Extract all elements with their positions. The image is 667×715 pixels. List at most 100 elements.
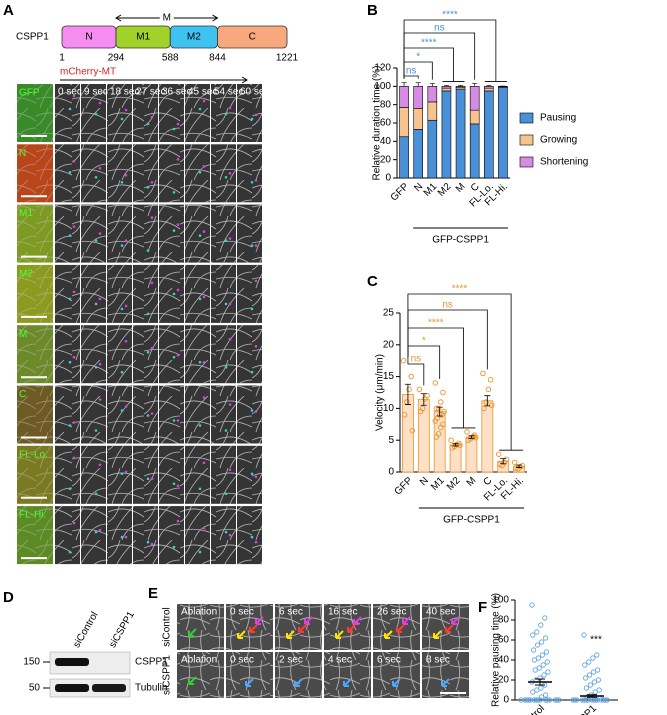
track-marker — [254, 279, 258, 283]
error-bar — [420, 393, 427, 406]
track-marker — [224, 239, 228, 242]
x-tick-label: siCSPP1 — [563, 703, 599, 715]
data-point — [416, 386, 423, 393]
track-marker — [202, 295, 206, 299]
bar-segment — [427, 119, 438, 179]
track-marker — [228, 337, 232, 341]
significance-label: ns — [442, 300, 453, 311]
bar-segment — [498, 86, 508, 179]
data-point — [440, 389, 446, 396]
bar-segment — [413, 108, 423, 130]
arrow — [304, 616, 313, 625]
bar-segment — [484, 86, 494, 89]
data-point — [400, 357, 407, 364]
error-bar — [587, 694, 597, 698]
data-point — [432, 380, 439, 386]
track-marker — [250, 535, 254, 539]
y-axis-label: Velocity (μm/min) — [375, 354, 386, 431]
time-label: 54 sec — [214, 87, 243, 98]
data-point — [432, 418, 439, 424]
track-marker — [124, 535, 128, 539]
track-marker — [198, 550, 202, 554]
track-marker — [176, 419, 180, 422]
track-marker — [72, 160, 76, 163]
data-point — [590, 655, 596, 661]
time-texture — [55, 325, 80, 384]
track-marker — [72, 421, 76, 424]
data-point — [538, 694, 545, 700]
track-marker — [150, 542, 154, 546]
track-marker — [198, 424, 202, 427]
composite-texture — [17, 506, 53, 565]
time-texture — [55, 84, 80, 142]
track-marker — [98, 297, 102, 301]
y-tick-label: 10 — [383, 403, 395, 414]
frame-label: 8 sec — [426, 655, 450, 666]
y-axis-label: Relative pausing time (%) — [491, 593, 502, 707]
track-marker — [250, 370, 254, 374]
track-marker — [98, 362, 102, 366]
arrow — [392, 678, 401, 687]
track-marker — [176, 353, 180, 357]
composite-texture — [17, 144, 53, 203]
domain — [217, 25, 288, 49]
track-marker — [120, 117, 124, 121]
arrow — [294, 678, 303, 687]
data-point — [598, 697, 605, 703]
track-marker — [94, 365, 98, 369]
group-label: GFP-CSPP1 — [443, 515, 500, 526]
data-point — [539, 652, 546, 658]
time-texture — [133, 84, 158, 142]
frame-label: 26 sec — [377, 607, 406, 618]
track-marker — [254, 344, 258, 348]
time-label: 18 sec — [110, 87, 139, 98]
track-marker — [146, 540, 150, 544]
track-marker — [202, 230, 206, 233]
time-texture — [81, 84, 106, 142]
error-bar — [535, 678, 545, 686]
y-tick-label: 40 — [380, 136, 392, 147]
track-marker — [228, 533, 232, 537]
band-label: CSPP1 — [135, 657, 168, 668]
track-marker — [150, 477, 154, 481]
panel-letter: B — [367, 2, 378, 19]
track-marker — [172, 355, 176, 359]
y-tick-label: 100 — [374, 81, 391, 92]
track-marker — [228, 302, 232, 306]
track-marker — [68, 360, 72, 364]
data-point — [438, 424, 444, 431]
data-point — [544, 697, 551, 703]
track-marker — [98, 398, 102, 401]
time-texture — [185, 84, 210, 142]
data-point — [535, 655, 542, 661]
group-label: GFP-CSPP1 — [432, 235, 489, 246]
track-marker — [254, 475, 258, 479]
track-marker — [198, 171, 202, 174]
frame-label: 16 sec — [328, 607, 357, 618]
bar-segment — [469, 109, 480, 125]
significance-bracket — [407, 356, 425, 386]
data-point — [457, 442, 463, 449]
time-texture — [55, 144, 80, 203]
panel-letter: A — [3, 2, 14, 19]
arrow — [347, 624, 356, 633]
track-marker — [254, 540, 258, 544]
data-point — [594, 667, 601, 673]
time-texture — [159, 264, 184, 323]
frame-texture — [324, 652, 371, 698]
time-texture — [237, 264, 262, 323]
track-marker — [120, 535, 124, 539]
time-texture — [159, 204, 184, 263]
arrow — [188, 676, 197, 685]
track-marker — [250, 181, 254, 184]
track-marker — [176, 519, 180, 523]
track-marker — [94, 492, 98, 496]
arrow — [245, 678, 254, 687]
data-point — [527, 697, 534, 703]
data-point — [538, 622, 544, 628]
y-tick-label: 80 — [498, 615, 510, 626]
band-label: Tubulin — [135, 683, 167, 694]
data-point — [543, 649, 550, 655]
track-marker — [150, 216, 154, 219]
